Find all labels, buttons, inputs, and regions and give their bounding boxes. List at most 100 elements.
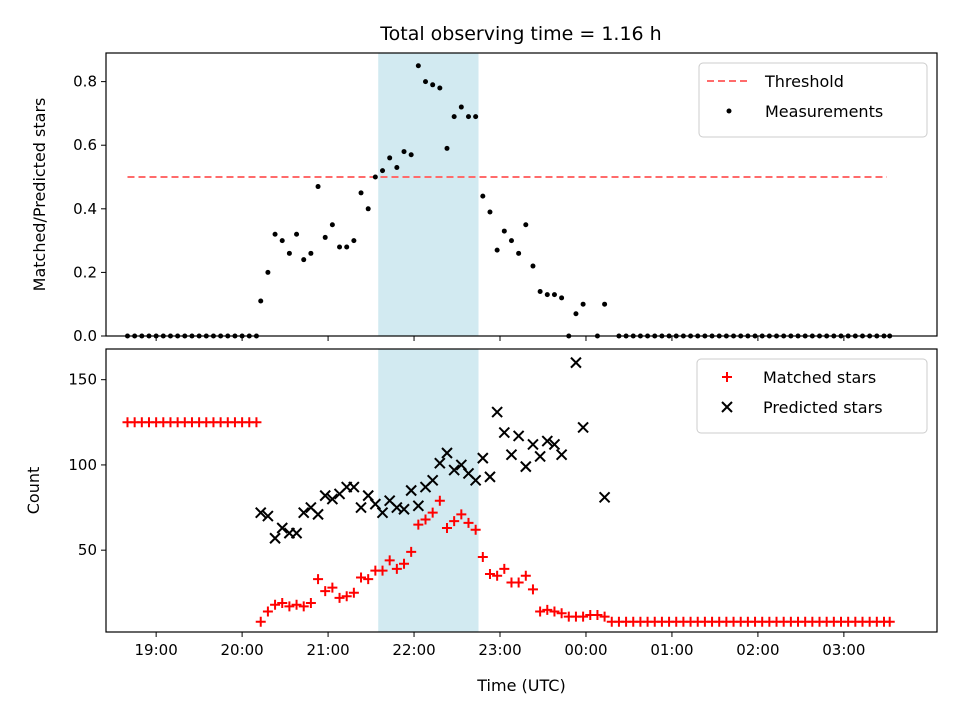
data-point bbox=[544, 292, 550, 298]
data-point bbox=[491, 406, 503, 418]
data-point bbox=[434, 457, 446, 469]
data-point bbox=[298, 506, 310, 519]
data-point bbox=[315, 184, 321, 190]
data-point bbox=[555, 448, 568, 461]
x-tick-label: 20:00 bbox=[220, 641, 263, 659]
data-point bbox=[380, 168, 386, 174]
data-point bbox=[534, 450, 546, 463]
data-point bbox=[484, 569, 495, 580]
bottom-panel: 50 100 150 19:00 20:00 21:00 22:00 23:00 00:00 01… bbox=[24, 348, 938, 695]
data-point bbox=[423, 79, 429, 85]
data-point bbox=[276, 522, 288, 534]
data-point bbox=[484, 471, 496, 483]
y-tick-label: 100 bbox=[68, 456, 97, 474]
legend-label: Matched stars bbox=[763, 368, 876, 387]
data-point bbox=[520, 570, 531, 581]
data-point bbox=[520, 460, 532, 473]
data-point bbox=[492, 570, 503, 581]
data-point bbox=[578, 611, 589, 622]
data-point bbox=[469, 474, 482, 486]
data-point bbox=[523, 222, 529, 228]
data-point bbox=[444, 145, 450, 151]
data-point bbox=[570, 356, 582, 369]
data-point bbox=[355, 501, 367, 514]
data-point bbox=[348, 587, 359, 598]
data-point bbox=[427, 507, 438, 518]
data-point bbox=[270, 599, 281, 610]
data-point bbox=[258, 298, 264, 304]
legend-marker bbox=[726, 108, 732, 114]
y-tick-label: 0.6 bbox=[73, 136, 97, 154]
data-point bbox=[535, 606, 546, 617]
y-tick-label: 50 bbox=[78, 541, 97, 559]
x-axis-label: Time (UTC) bbox=[476, 676, 565, 695]
data-point bbox=[592, 609, 603, 620]
top-panel: 0.0 0.2 0.4 0.6 0.8 Matched/Predicted stars Th… bbox=[30, 52, 938, 345]
data-point bbox=[294, 231, 300, 237]
data-point bbox=[412, 500, 425, 512]
legend-label: Measurements bbox=[765, 102, 883, 121]
data-point bbox=[255, 506, 267, 519]
data-point bbox=[251, 417, 262, 428]
data-point bbox=[376, 506, 389, 519]
x-tick-label: 19:00 bbox=[135, 641, 178, 659]
data-point bbox=[298, 601, 309, 612]
data-point bbox=[473, 114, 479, 120]
data-point bbox=[337, 244, 343, 250]
data-point bbox=[599, 611, 610, 622]
data-point bbox=[408, 152, 414, 158]
legend-marker bbox=[721, 401, 733, 413]
series-matched-stars bbox=[122, 417, 895, 627]
data-point bbox=[334, 592, 345, 603]
data-point bbox=[308, 250, 314, 256]
data-point bbox=[463, 517, 474, 528]
legend-marker bbox=[722, 372, 732, 382]
data-point bbox=[477, 551, 488, 562]
y-tick-label: 0.0 bbox=[73, 327, 97, 345]
data-point bbox=[456, 509, 467, 520]
data-point bbox=[530, 263, 536, 269]
data-point bbox=[290, 527, 303, 539]
legend: Matched stars Predicted stars bbox=[696, 358, 928, 434]
data-point bbox=[348, 481, 360, 493]
x-tick-label: 23:00 bbox=[478, 641, 521, 659]
data-point bbox=[341, 591, 352, 602]
data-point bbox=[527, 438, 539, 451]
data-point bbox=[559, 295, 565, 301]
x-tick-label: 01:00 bbox=[650, 641, 693, 659]
data-point bbox=[434, 495, 445, 506]
x-tick-label: 21:00 bbox=[306, 641, 349, 659]
data-point bbox=[577, 421, 589, 434]
data-point bbox=[415, 63, 421, 69]
data-point bbox=[255, 616, 266, 627]
data-point bbox=[505, 448, 518, 461]
data-point bbox=[441, 447, 453, 459]
data-point bbox=[372, 174, 378, 180]
data-point bbox=[426, 474, 439, 486]
data-point bbox=[286, 250, 292, 256]
legend: Threshold Measurements bbox=[698, 62, 928, 138]
data-point bbox=[319, 489, 331, 502]
y-tick-label: 0.2 bbox=[73, 263, 97, 281]
data-point bbox=[272, 231, 278, 237]
x-tick-label: 02:00 bbox=[736, 641, 779, 659]
data-point bbox=[480, 193, 486, 199]
data-point bbox=[363, 574, 374, 585]
data-point bbox=[508, 238, 514, 244]
plot-frame bbox=[105, 348, 938, 633]
data-point bbox=[356, 572, 367, 583]
data-point bbox=[487, 209, 493, 215]
data-point bbox=[262, 606, 273, 617]
data-point bbox=[358, 190, 364, 196]
plot-frame bbox=[105, 52, 938, 337]
data-point bbox=[541, 435, 553, 447]
data-point bbox=[351, 238, 357, 244]
data-point bbox=[269, 532, 281, 544]
y-axis-label: Matched/Predicted stars bbox=[30, 98, 49, 292]
data-point bbox=[401, 149, 407, 155]
data-point bbox=[327, 582, 338, 593]
data-point bbox=[884, 616, 895, 627]
data-point bbox=[391, 563, 402, 574]
data-point bbox=[573, 311, 579, 317]
data-point bbox=[465, 114, 471, 120]
